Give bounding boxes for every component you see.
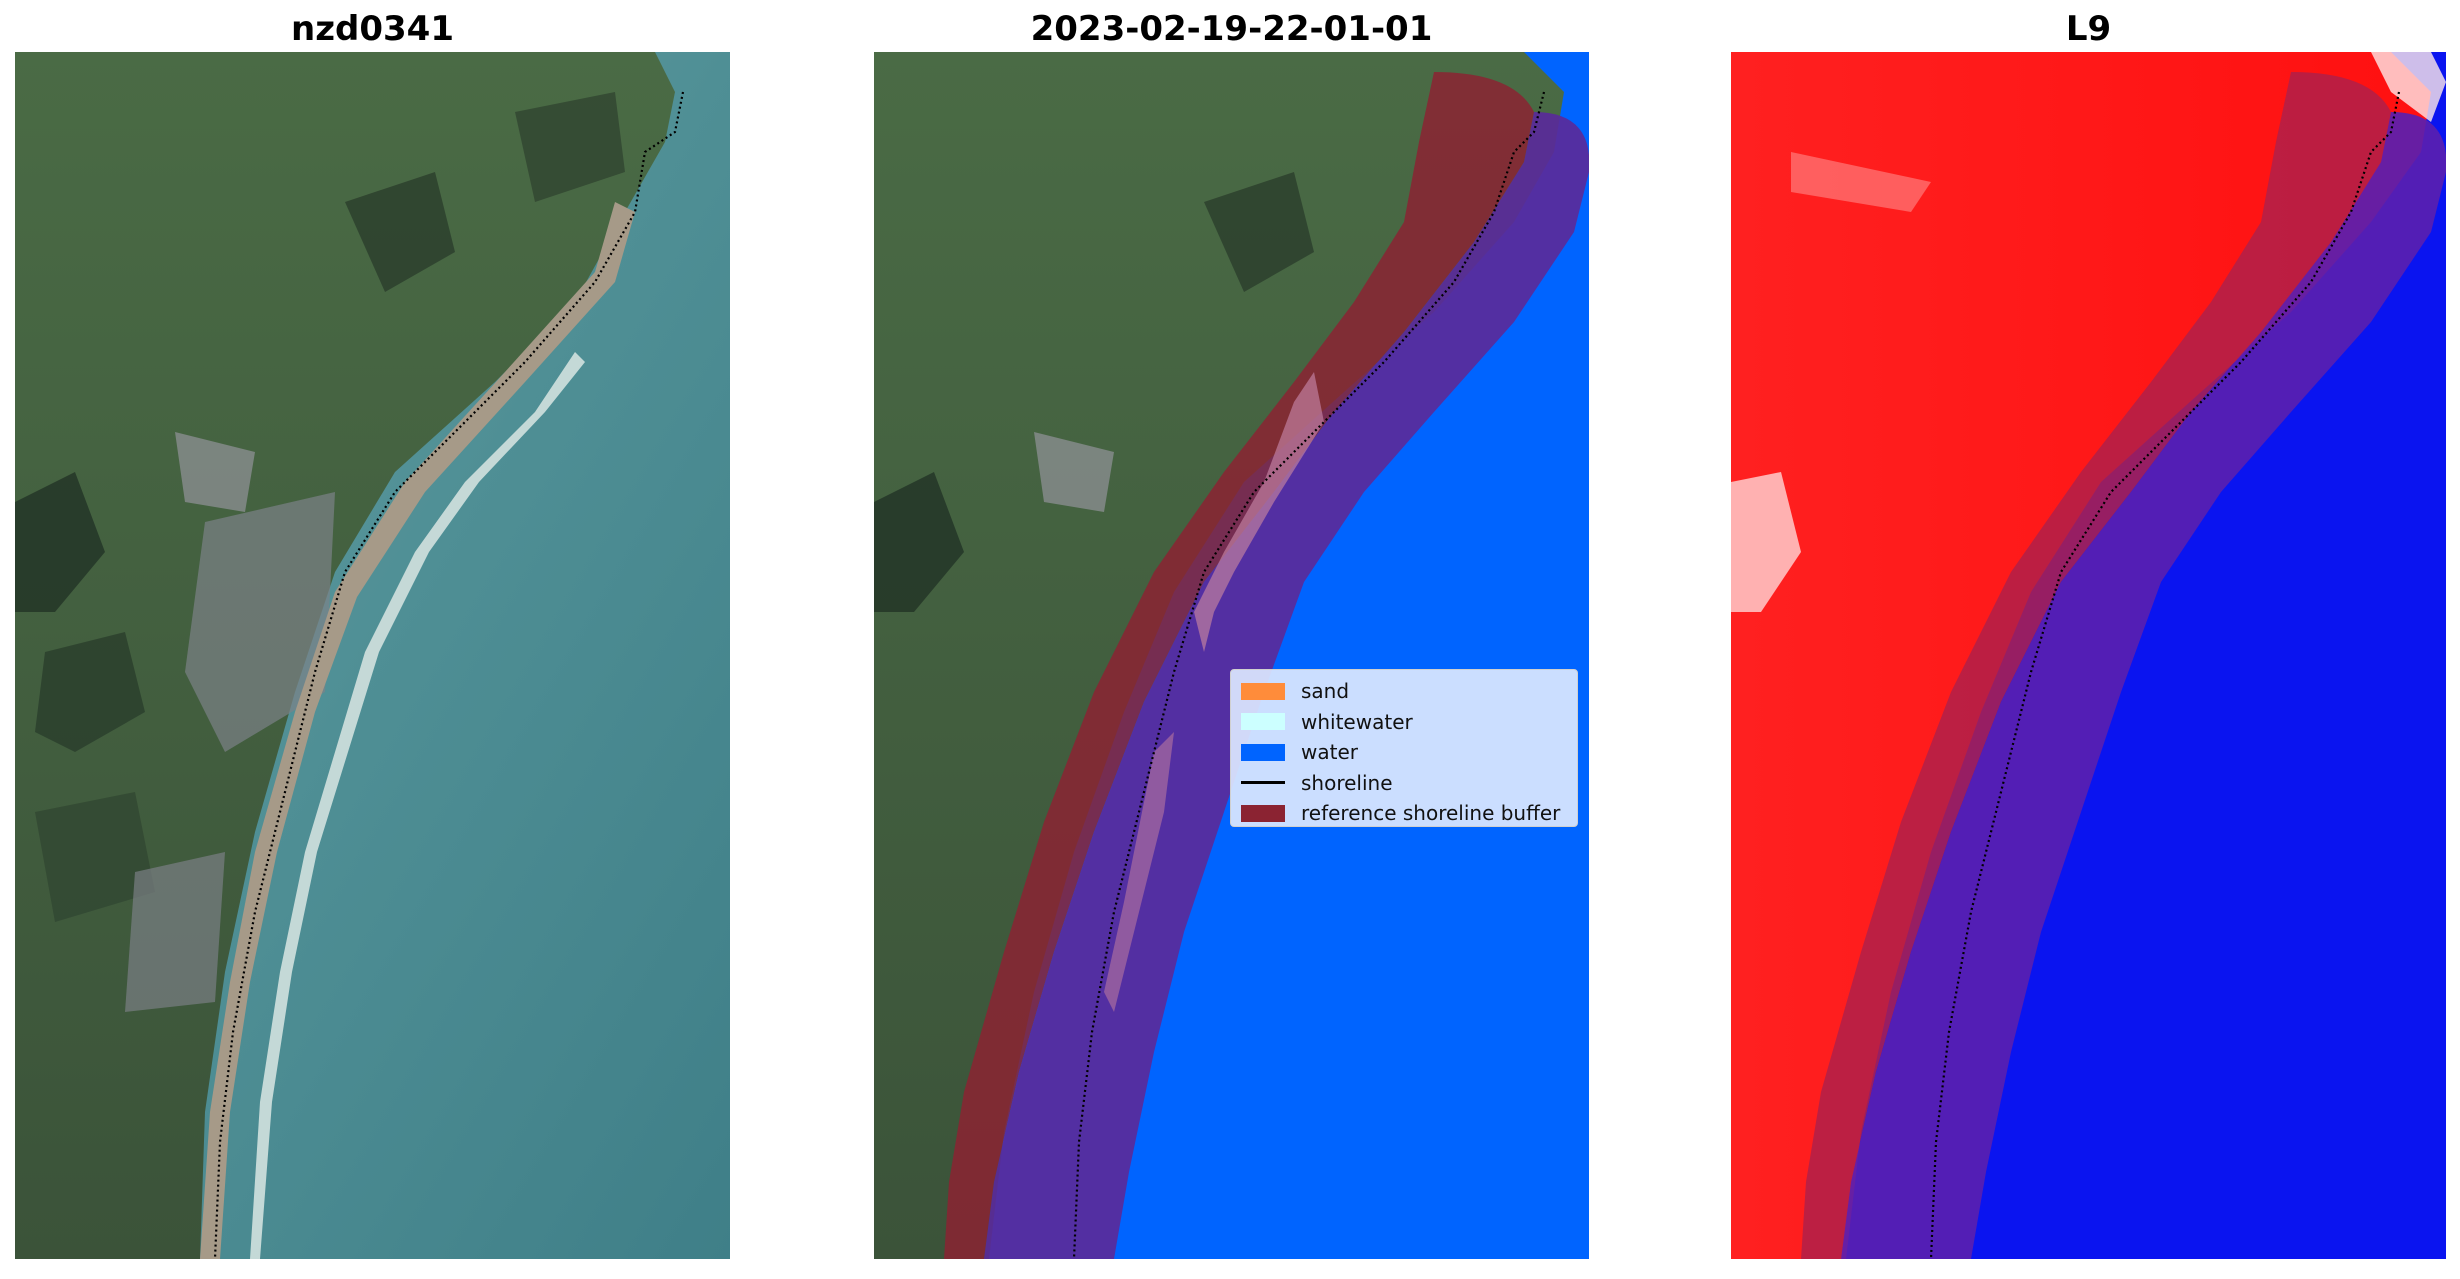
rgb-satellite-image xyxy=(15,52,730,1259)
legend: sand whitewater water shoreline referenc… xyxy=(1230,669,1578,827)
index-image-canvas xyxy=(1731,52,2446,1259)
sand-swatch-icon xyxy=(1241,682,1285,700)
shoreline-line-icon xyxy=(1241,781,1285,785)
legend-item-water: water xyxy=(1241,737,1567,768)
legend-label: water xyxy=(1301,740,1358,765)
legend-label: shoreline xyxy=(1301,770,1393,795)
legend-item-shoreline: shoreline xyxy=(1241,768,1567,799)
legend-item-sand: sand xyxy=(1241,676,1567,707)
rgb-image-canvas xyxy=(15,52,730,1259)
legend-item-whitewater: whitewater xyxy=(1241,707,1567,738)
panel-title-rgb: nzd0341 xyxy=(291,9,454,49)
whitewater-swatch-icon xyxy=(1241,713,1285,731)
legend-label: reference shoreline buffer xyxy=(1301,801,1561,826)
water-swatch-icon xyxy=(1241,743,1285,761)
index-satellite-image xyxy=(1731,52,2446,1259)
buffer-swatch-icon xyxy=(1241,804,1285,822)
panel-title-satellite: L9 xyxy=(2065,9,2112,49)
classified-satellite-image xyxy=(874,52,1589,1259)
panel-title-date: 2023-02-19-22-01-01 xyxy=(1030,9,1433,49)
legend-label: whitewater xyxy=(1301,709,1413,734)
legend-item-buffer: reference shoreline buffer xyxy=(1241,798,1567,829)
classified-image-canvas xyxy=(874,52,1589,1259)
legend-label: sand xyxy=(1301,679,1350,704)
